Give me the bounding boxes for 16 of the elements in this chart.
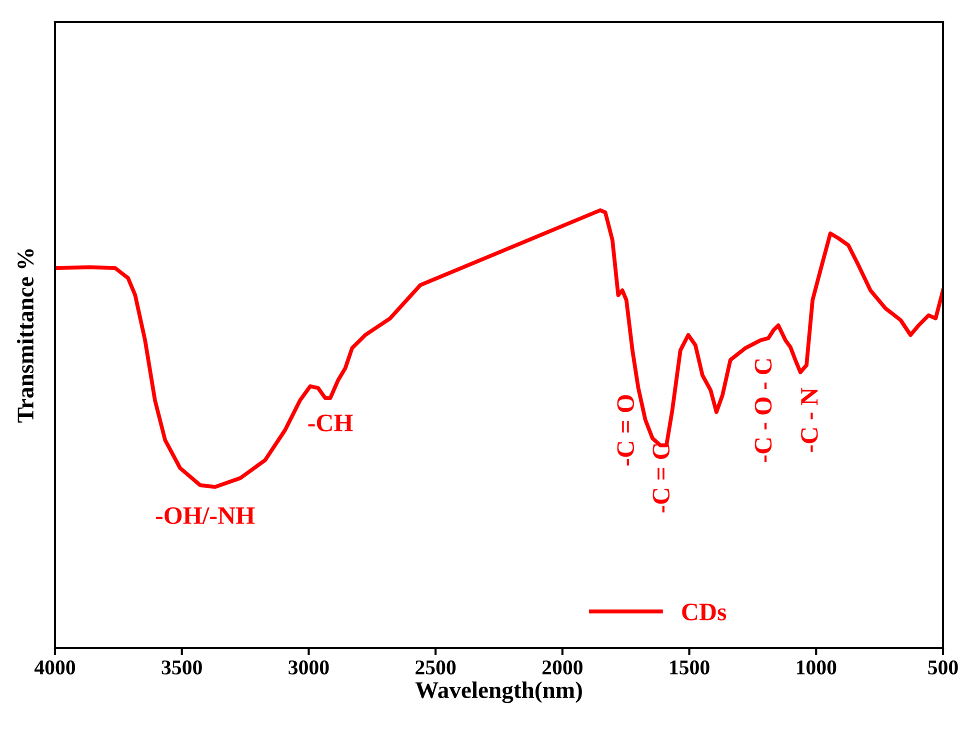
y-axis-title: Transmittance % <box>16 249 34 423</box>
x-tick-label: 2000 <box>542 660 582 674</box>
annotation: -C - O - C <box>754 359 772 462</box>
x-tick-label: 3500 <box>162 660 202 674</box>
legend-label: CDs <box>682 604 726 620</box>
x-tick-label: 3000 <box>288 660 329 674</box>
x-tick-label: 4000 <box>34 660 76 674</box>
annotation: -CH <box>308 414 353 432</box>
annotation: -C - N <box>801 388 818 452</box>
x-tick-label: 500 <box>928 660 958 674</box>
x-tick-label: 1500 <box>670 660 710 674</box>
annotation: -C = O <box>617 395 634 466</box>
x-tick-label: 1000 <box>796 660 836 674</box>
annotation: -OH/-NH <box>156 507 255 524</box>
x-axis-title: Wavelength(nm) <box>415 681 582 704</box>
x-tick-label: 2500 <box>416 660 456 674</box>
